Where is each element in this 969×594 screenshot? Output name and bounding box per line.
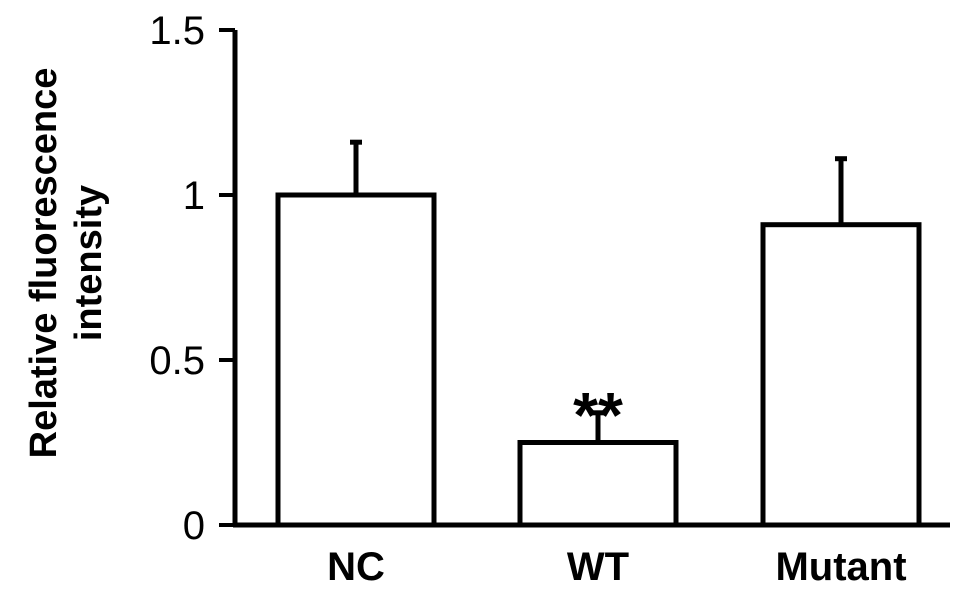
x-tick-label-wt: WT <box>567 545 629 589</box>
significance-marker: ** <box>573 379 623 451</box>
bar-nc <box>275 192 437 528</box>
x-tick-labels: NC WT Mutant <box>327 545 906 589</box>
y-axis-title-line-1: Relative fluorescence <box>23 68 65 459</box>
x-tick-label-mutant: Mutant <box>775 545 906 589</box>
y-tick-label: 1 <box>183 174 205 218</box>
bar-mutant <box>760 222 922 528</box>
bars: ** <box>275 139 922 528</box>
y-tick-label: 0 <box>183 504 205 548</box>
bar-wt <box>517 440 679 528</box>
y-axis-title: Relative fluorescence intensity <box>23 68 110 459</box>
y-tick-label: 1.5 <box>149 9 205 53</box>
y-ticks: 0 0.5 1 1.5 <box>149 9 235 548</box>
y-tick-label: 0.5 <box>149 339 205 383</box>
y-axis-title-line-2: intensity <box>68 185 110 341</box>
x-tick-label-nc: NC <box>327 545 385 589</box>
